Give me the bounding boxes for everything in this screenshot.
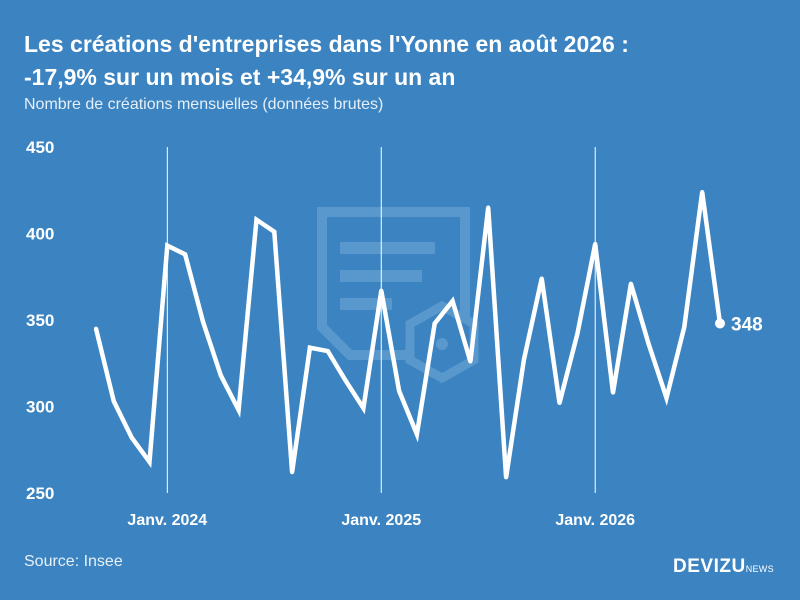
data-point: [111, 399, 116, 404]
data-point: [539, 276, 544, 281]
series-line: [93, 191, 723, 478]
data-point: [94, 326, 98, 331]
data-point: [414, 432, 419, 437]
data-point: [397, 388, 402, 393]
brand-suffix: NEWS: [745, 564, 774, 574]
x-tick-label: Janv. 2025: [341, 512, 421, 529]
data-point: [218, 373, 223, 378]
y-axis: 250 300 350 400 450: [26, 138, 54, 503]
data-point: [325, 349, 330, 354]
watermark-logo: [317, 207, 479, 384]
y-tick-label: 250: [26, 484, 54, 503]
data-point: [664, 395, 669, 400]
chart-title: Les créations d'entreprises dans l'Yonne…: [24, 28, 784, 94]
y-tick-label: 400: [26, 225, 54, 244]
data-point: [521, 357, 526, 362]
last-value-label: 348: [731, 314, 763, 335]
data-point: [611, 390, 616, 395]
chart-subtitle: Nombre de créations mensuelles (données …: [24, 96, 384, 113]
data-point: [254, 217, 259, 222]
data-point: [486, 205, 491, 210]
vertical-gridlines: [166, 147, 596, 493]
data-point: [290, 470, 295, 475]
data-point: [468, 359, 473, 364]
x-tick-label: Janv. 2026: [555, 512, 635, 529]
data-point: [272, 229, 277, 234]
source-note: Source: Insee: [24, 553, 123, 570]
watermark-dot: [436, 338, 448, 350]
data-point: [307, 345, 312, 350]
chart-title-line-1: Les créations d'entreprises dans l'Yonne…: [24, 31, 629, 57]
data-point: [361, 406, 366, 411]
data-point: [593, 241, 598, 246]
data-point: [183, 252, 188, 257]
chart-title-line-2: -17,9% sur un mois et +34,9% sur un an: [24, 64, 456, 90]
data-point: [432, 321, 437, 326]
y-tick-label: 350: [26, 311, 54, 330]
data-point: [200, 319, 205, 324]
watermark-line-1: [340, 242, 435, 254]
data-point: [575, 331, 580, 336]
data-point: [504, 475, 509, 480]
y-tick-label: 450: [26, 138, 54, 157]
data-point: [557, 401, 562, 406]
data-point: [379, 288, 384, 293]
watermark-document-icon: [317, 207, 470, 360]
x-tick-label: Janv. 2024: [127, 512, 207, 529]
y-tick-label: 300: [26, 398, 54, 417]
data-point: [450, 298, 455, 303]
data-point: [147, 459, 152, 464]
data-points: [94, 189, 722, 480]
data-point: [165, 243, 170, 248]
brand-logo: DEVIZUNEWS: [673, 556, 774, 578]
data-point: [646, 342, 651, 347]
data-point: [700, 189, 705, 194]
brand-name: DEVIZU: [673, 556, 746, 577]
data-point: [129, 435, 134, 440]
data-point: [343, 378, 348, 383]
data-point: [682, 324, 687, 329]
last-point-marker: [715, 318, 725, 329]
x-axis: Janv. 2024 Janv. 2025 Janv. 2026: [127, 512, 635, 529]
data-point: [236, 407, 241, 412]
data-point: [628, 281, 633, 286]
